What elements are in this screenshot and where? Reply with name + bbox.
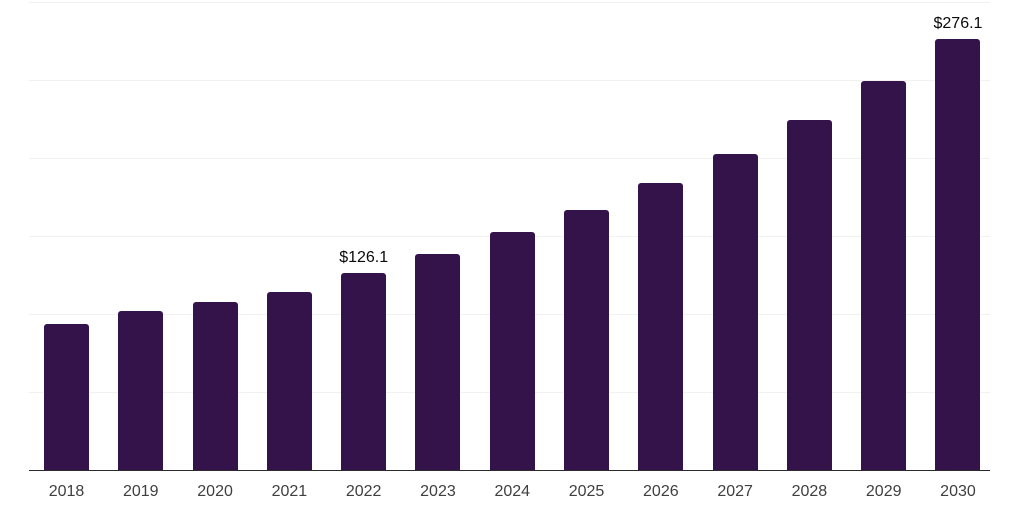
bar-2030: [935, 39, 981, 470]
bar-2018: [44, 323, 89, 470]
bar-2024: [489, 232, 535, 470]
bar-2019: [118, 310, 164, 470]
bar-2029: [861, 81, 907, 470]
x-tick-label-2026: 2026: [643, 483, 679, 500]
x-tick-label-2021: 2021: [271, 483, 308, 500]
x-tick-label-2020: 2020: [197, 483, 233, 500]
bar-2023: [415, 253, 461, 470]
x-tick-label-2029: 2029: [865, 483, 902, 500]
x-tick-label-2023: 2023: [420, 483, 456, 500]
bar-value-label-2030: $276.1: [933, 15, 983, 33]
bar-2027: [712, 153, 758, 470]
x-tick-label-2028: 2028: [791, 483, 828, 500]
bar-2026: [638, 182, 684, 470]
bar-2025: [564, 209, 610, 470]
gridline-250: [29, 80, 990, 81]
plot-area: $126.1 $276.1: [29, 2, 990, 471]
bar-2020: [192, 302, 238, 470]
x-tick-label-2030: 2030: [940, 483, 976, 500]
gridline-200: [29, 158, 990, 159]
bar-2021: [266, 292, 312, 470]
x-tick-label-2025: 2025: [568, 483, 605, 500]
x-tick-label-2022: 2022: [345, 483, 382, 500]
bar-2022: [341, 273, 387, 470]
x-tick-label-2024: 2024: [494, 483, 531, 500]
gridline-300: [29, 2, 990, 3]
bar-2028: [786, 120, 832, 470]
bar-value-label-2022: $126.1: [339, 249, 389, 267]
x-tick-label-2019: 2019: [122, 483, 159, 500]
x-tick-label-2027: 2027: [717, 483, 753, 500]
x-tick-label-2018: 2018: [48, 483, 85, 500]
